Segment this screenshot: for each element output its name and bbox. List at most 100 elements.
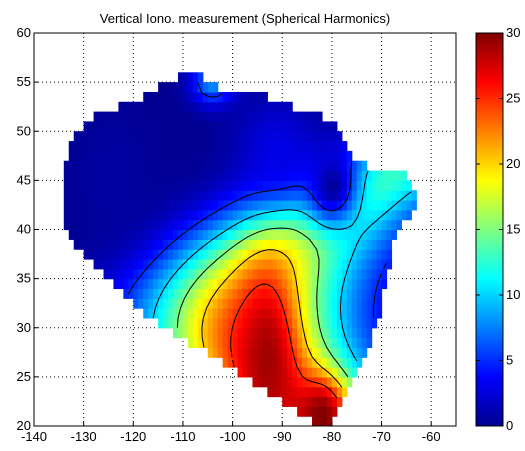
heatmap-cell	[103, 200, 110, 211]
heatmap-cell	[307, 141, 313, 152]
heatmap-cell	[108, 239, 115, 250]
heatmap-cell	[242, 317, 249, 329]
heatmap-cell	[128, 170, 134, 181]
heatmap-cell	[163, 298, 169, 309]
heatmap-cell	[297, 229, 303, 240]
heatmap-cell	[207, 101, 214, 113]
heatmap-cell	[187, 288, 194, 299]
heatmap-cell	[321, 376, 328, 388]
heatmap-cell	[287, 337, 293, 348]
heatmap-cell	[326, 396, 333, 407]
heatmap-cell	[73, 150, 80, 162]
x-axis-ticks: -140 -130 -120 -110 -100 -90 -80 -70 -60	[21, 422, 441, 444]
heatmap-cell	[321, 278, 328, 290]
heatmap-cell	[177, 239, 184, 250]
heatmap-cell	[88, 190, 95, 201]
heatmap-cell	[182, 200, 189, 211]
heatmap-cell	[341, 327, 348, 339]
heatmap-cell	[212, 288, 219, 299]
heatmap-cell	[336, 229, 343, 240]
heatmap-cell	[202, 288, 209, 299]
heatmap-cell	[366, 288, 373, 299]
heatmap-cell	[267, 249, 273, 260]
heatmap-cell	[307, 200, 313, 211]
heatmap-cell	[98, 131, 105, 142]
heatmap-cell	[93, 200, 100, 211]
heatmap-cell	[331, 160, 338, 172]
heatmap-cell	[192, 72, 199, 83]
heatmap-cell	[336, 170, 343, 181]
heatmap-cell	[272, 239, 278, 250]
heatmap-cell	[326, 121, 333, 132]
heatmap-cell	[321, 150, 328, 162]
heatmap-cell	[212, 200, 219, 211]
heatmap-cell	[197, 72, 204, 83]
heatmap-cell	[177, 268, 184, 280]
heatmap-cell	[336, 288, 343, 299]
heatmap-cell	[247, 249, 254, 260]
heatmap-cell	[277, 150, 283, 162]
heatmap-cell	[316, 278, 323, 290]
heatmap-cell	[232, 121, 239, 132]
y-tick-label: 35	[17, 271, 31, 286]
heatmap-cell	[242, 91, 249, 103]
heatmap-cell	[217, 150, 224, 162]
heatmap-cell	[197, 180, 204, 191]
x-tick-label: -120	[120, 429, 146, 444]
heatmap-cell	[307, 170, 313, 181]
heatmap-cell	[331, 141, 338, 152]
heatmap-cell	[197, 200, 204, 211]
heatmap-cell	[227, 308, 234, 319]
heatmap-cell	[128, 268, 134, 280]
heatmap-cell	[242, 111, 249, 123]
heatmap-cell	[247, 200, 254, 211]
heatmap-cell	[187, 229, 194, 240]
heatmap-cell	[326, 258, 333, 270]
heatmap-cell	[177, 298, 184, 309]
heatmap-cell	[192, 258, 199, 270]
heatmap-cell	[277, 219, 283, 231]
heatmap-cell	[128, 278, 134, 290]
heatmap-cell	[123, 278, 129, 290]
heatmap-cell	[192, 249, 199, 260]
heatmap-cell	[316, 239, 323, 250]
heatmap-cell	[207, 288, 214, 299]
heatmap-cell	[227, 249, 234, 260]
heatmap-cell	[371, 170, 378, 181]
heatmap-cell	[138, 229, 144, 240]
heatmap-cell	[341, 288, 348, 299]
heatmap-cell	[326, 170, 333, 181]
heatmap-cell	[182, 229, 189, 240]
heatmap-cell	[336, 190, 343, 201]
heatmap-cell	[232, 170, 239, 181]
heatmap-cell	[277, 180, 283, 191]
heatmap-cell	[401, 190, 407, 201]
heatmap-cell	[153, 288, 159, 299]
heatmap-cell	[351, 367, 358, 378]
heatmap-cell	[267, 200, 273, 211]
heatmap-cell	[192, 298, 199, 309]
heatmap-cell	[287, 209, 293, 221]
heatmap-cell	[247, 141, 254, 152]
heatmap-cell	[312, 121, 318, 132]
heatmap-cell	[93, 239, 100, 250]
heatmap-cell	[336, 180, 343, 191]
heatmap-cell	[277, 249, 283, 260]
heatmap-cell	[376, 219, 383, 231]
heatmap-cell	[177, 229, 184, 240]
heatmap-cell	[108, 219, 115, 231]
heatmap-cell	[227, 327, 234, 339]
heatmap-cell	[113, 249, 119, 260]
heatmap-cell	[103, 219, 110, 231]
heatmap-cell	[222, 121, 229, 132]
heatmap-cell	[118, 101, 124, 113]
heatmap-cell	[302, 200, 308, 211]
heatmap-cell	[316, 160, 323, 172]
heatmap-cell	[346, 200, 353, 211]
heatmap-cell	[68, 180, 75, 191]
heatmap-cell	[202, 298, 209, 309]
heatmap-cell	[202, 101, 209, 113]
heatmap-cell	[282, 288, 288, 299]
x-tick-label: -80	[322, 429, 341, 444]
heatmap-cell	[217, 268, 224, 280]
